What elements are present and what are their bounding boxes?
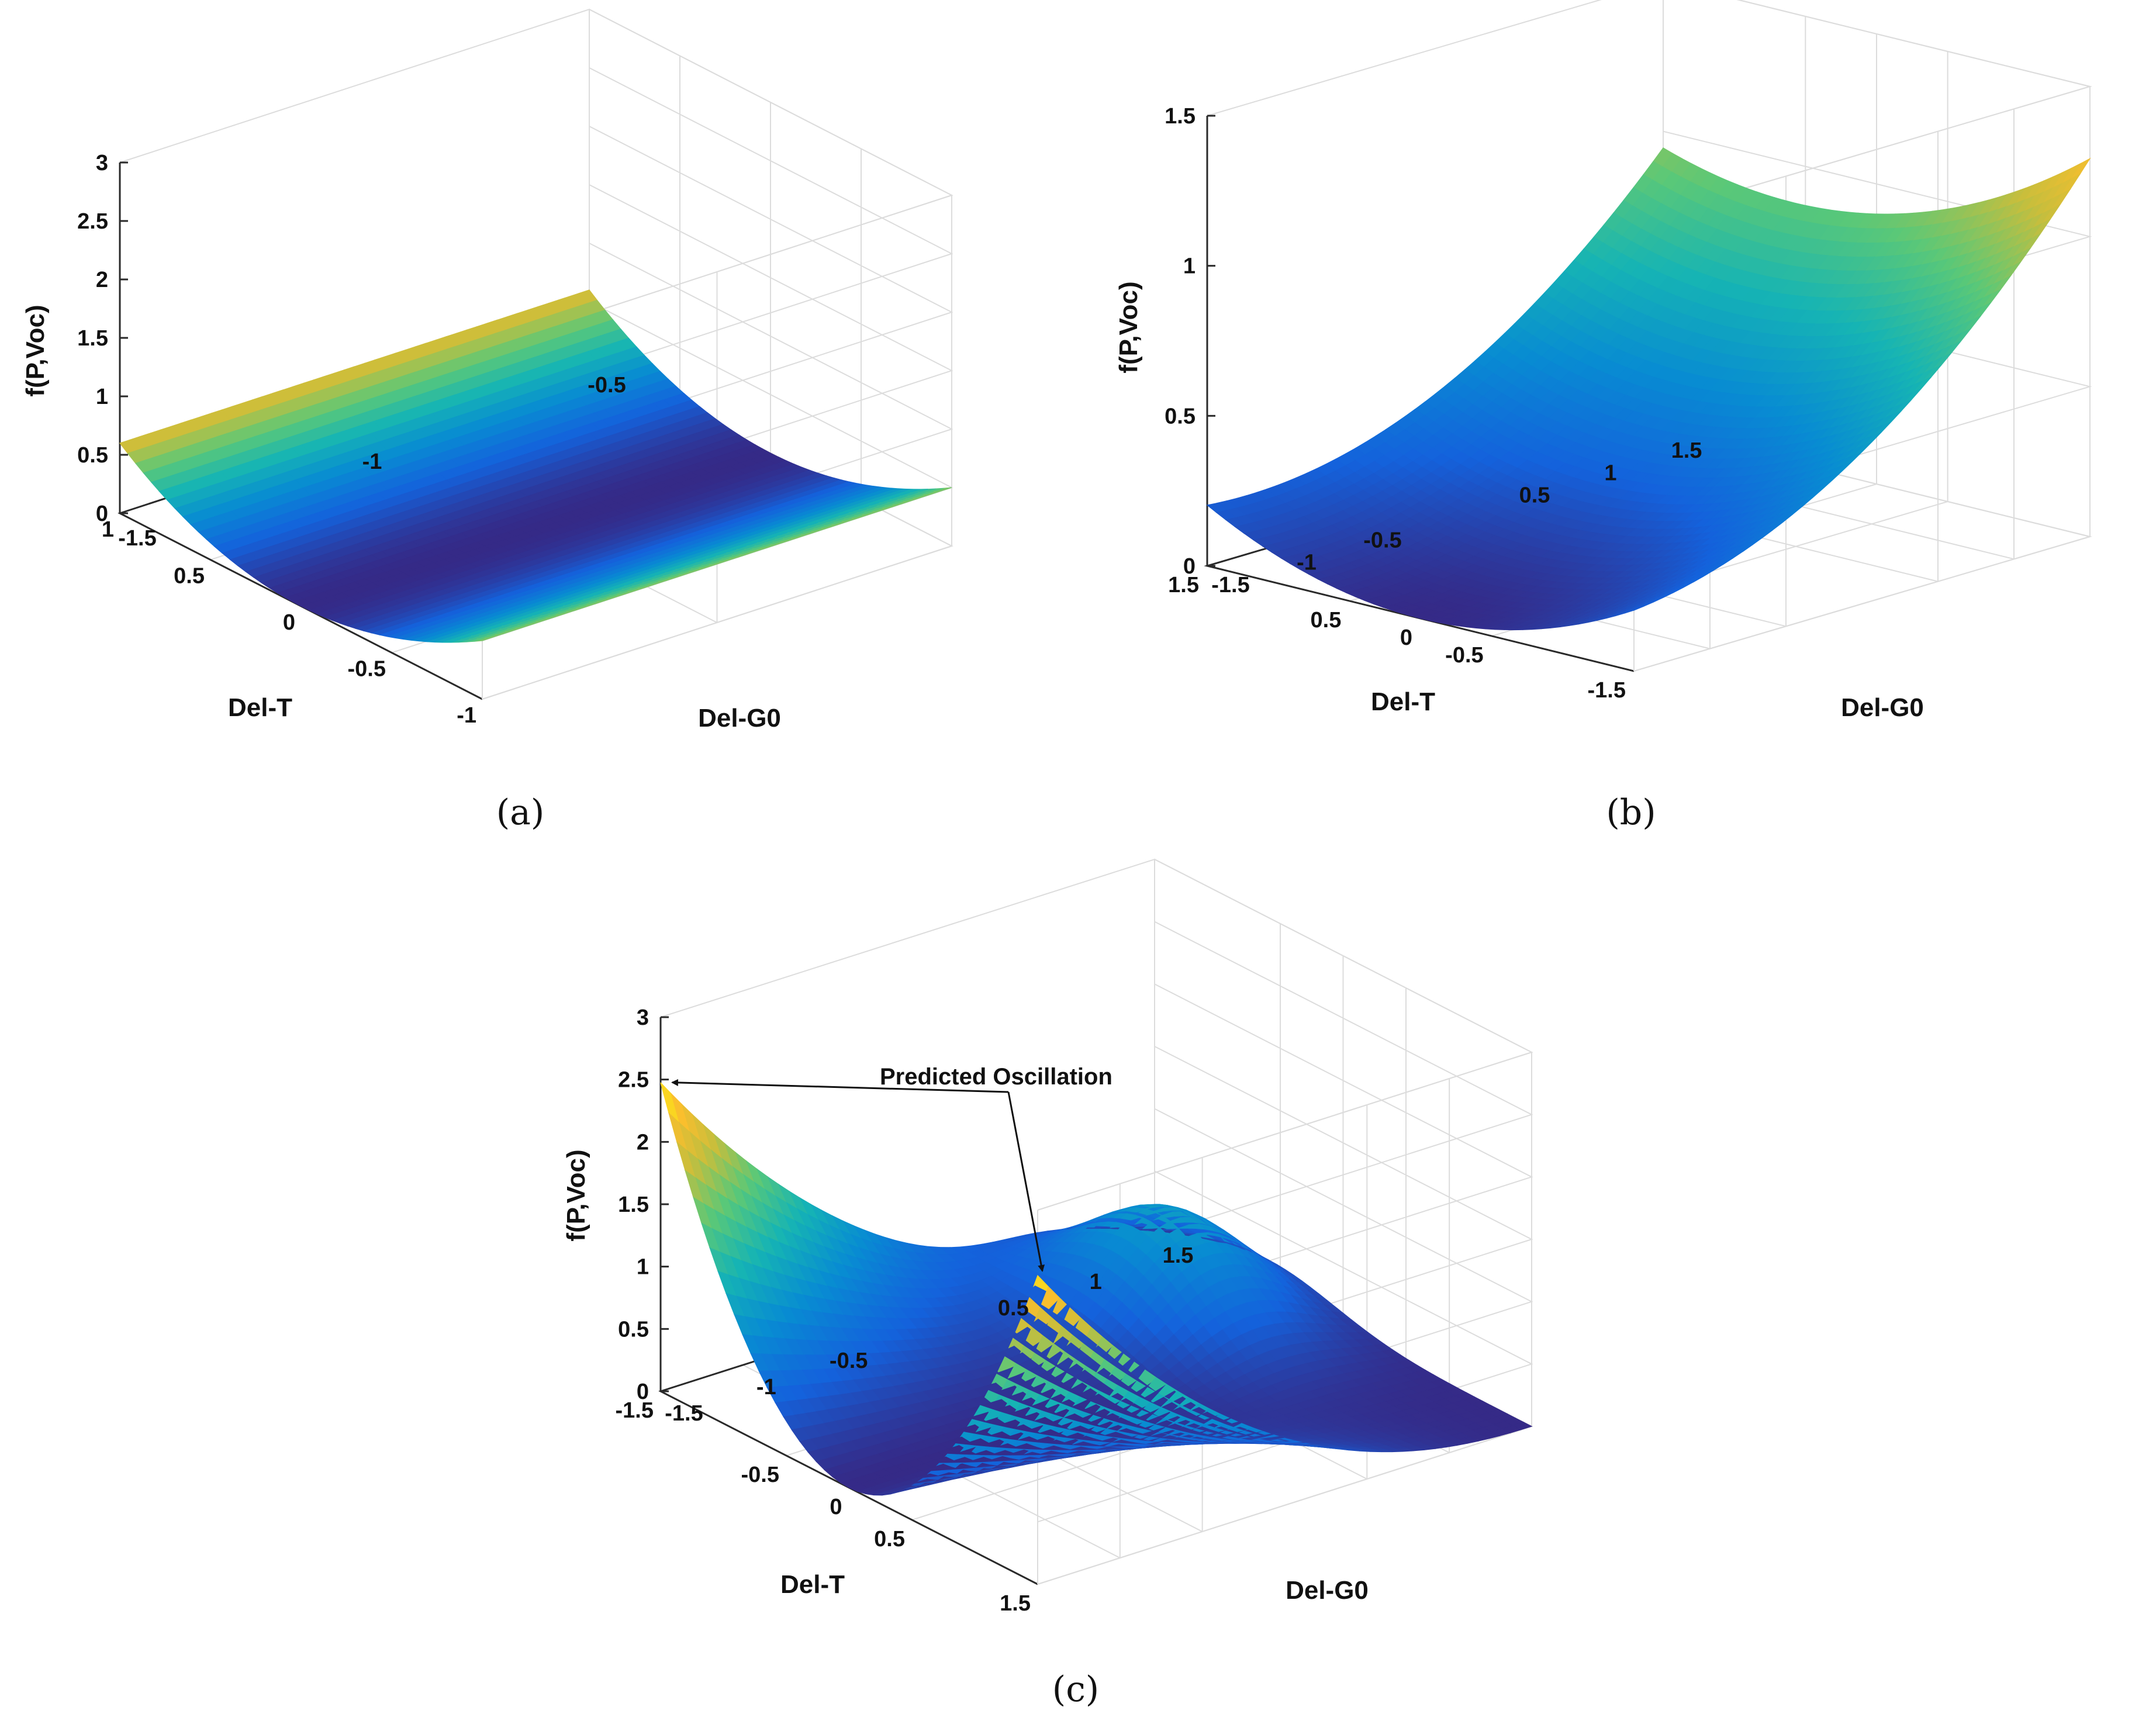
z-tick-label: 2	[96, 268, 108, 292]
x-tick-label: 0	[1400, 625, 1412, 650]
x-tick-label: -1.5	[1588, 678, 1626, 703]
y-tick-label: -1.5	[1211, 573, 1249, 597]
y-axis-label: Del-G0	[1841, 693, 1924, 722]
z-tick-label: 2.5	[77, 209, 108, 234]
z-axis-label: f(P,Voc)	[1114, 281, 1143, 373]
z-tick-label: 0.5	[77, 443, 108, 468]
y-tick-label: -1	[362, 450, 382, 474]
z-tick-label: 1.5	[77, 326, 108, 351]
z-axis-label: f(P,Voc)	[21, 305, 50, 396]
x-tick-label: 1	[102, 517, 114, 542]
z-tick-label: 1.5	[1165, 104, 1196, 129]
chart-a: 00.511.522.5310.50-0.5-1-1.5-1-0.5f(P,Vo…	[21, 8, 953, 732]
x-tick-label: 0.5	[174, 564, 205, 589]
x-tick-label: -0.5	[348, 657, 386, 682]
z-tick-label: 0.5	[1165, 404, 1196, 428]
y-tick-label: -1.5	[118, 526, 156, 551]
chart-c: 00.511.522.53-1.5-0.500.51.5-1.5-1-0.50.…	[562, 858, 1533, 1616]
z-tick-label: 1	[1183, 254, 1196, 279]
y-tick-label: 0.5	[1519, 483, 1550, 508]
x-axis-label: Del-T	[228, 693, 292, 722]
y-tick-label: -0.5	[1363, 528, 1401, 552]
x-tick-label: 1.5	[1168, 573, 1199, 597]
surface-a	[119, 289, 952, 643]
y-axis-label: Del-G0	[698, 704, 781, 732]
x-tick-label: -1	[457, 703, 476, 728]
y-tick-label: -1	[1297, 551, 1317, 575]
x-tick-label: 0	[283, 610, 295, 635]
x-tick-label: 0.5	[1311, 608, 1342, 633]
y-tick-label: -0.5	[588, 373, 626, 398]
x-axis-label: Del-T	[1371, 687, 1435, 716]
y-tick-label: 1	[1604, 461, 1616, 485]
x-tick-label: -0.5	[1445, 643, 1483, 668]
z-tick-label: 1	[96, 385, 108, 409]
surface-b	[1206, 147, 2091, 631]
y-tick-label: 1.5	[1671, 438, 1702, 463]
z-tick-label: 3	[96, 151, 108, 175]
chart-b: 00.511.51.50.50-0.5-1.5-1.5-1-0.50.511.5…	[1114, 0, 2092, 722]
